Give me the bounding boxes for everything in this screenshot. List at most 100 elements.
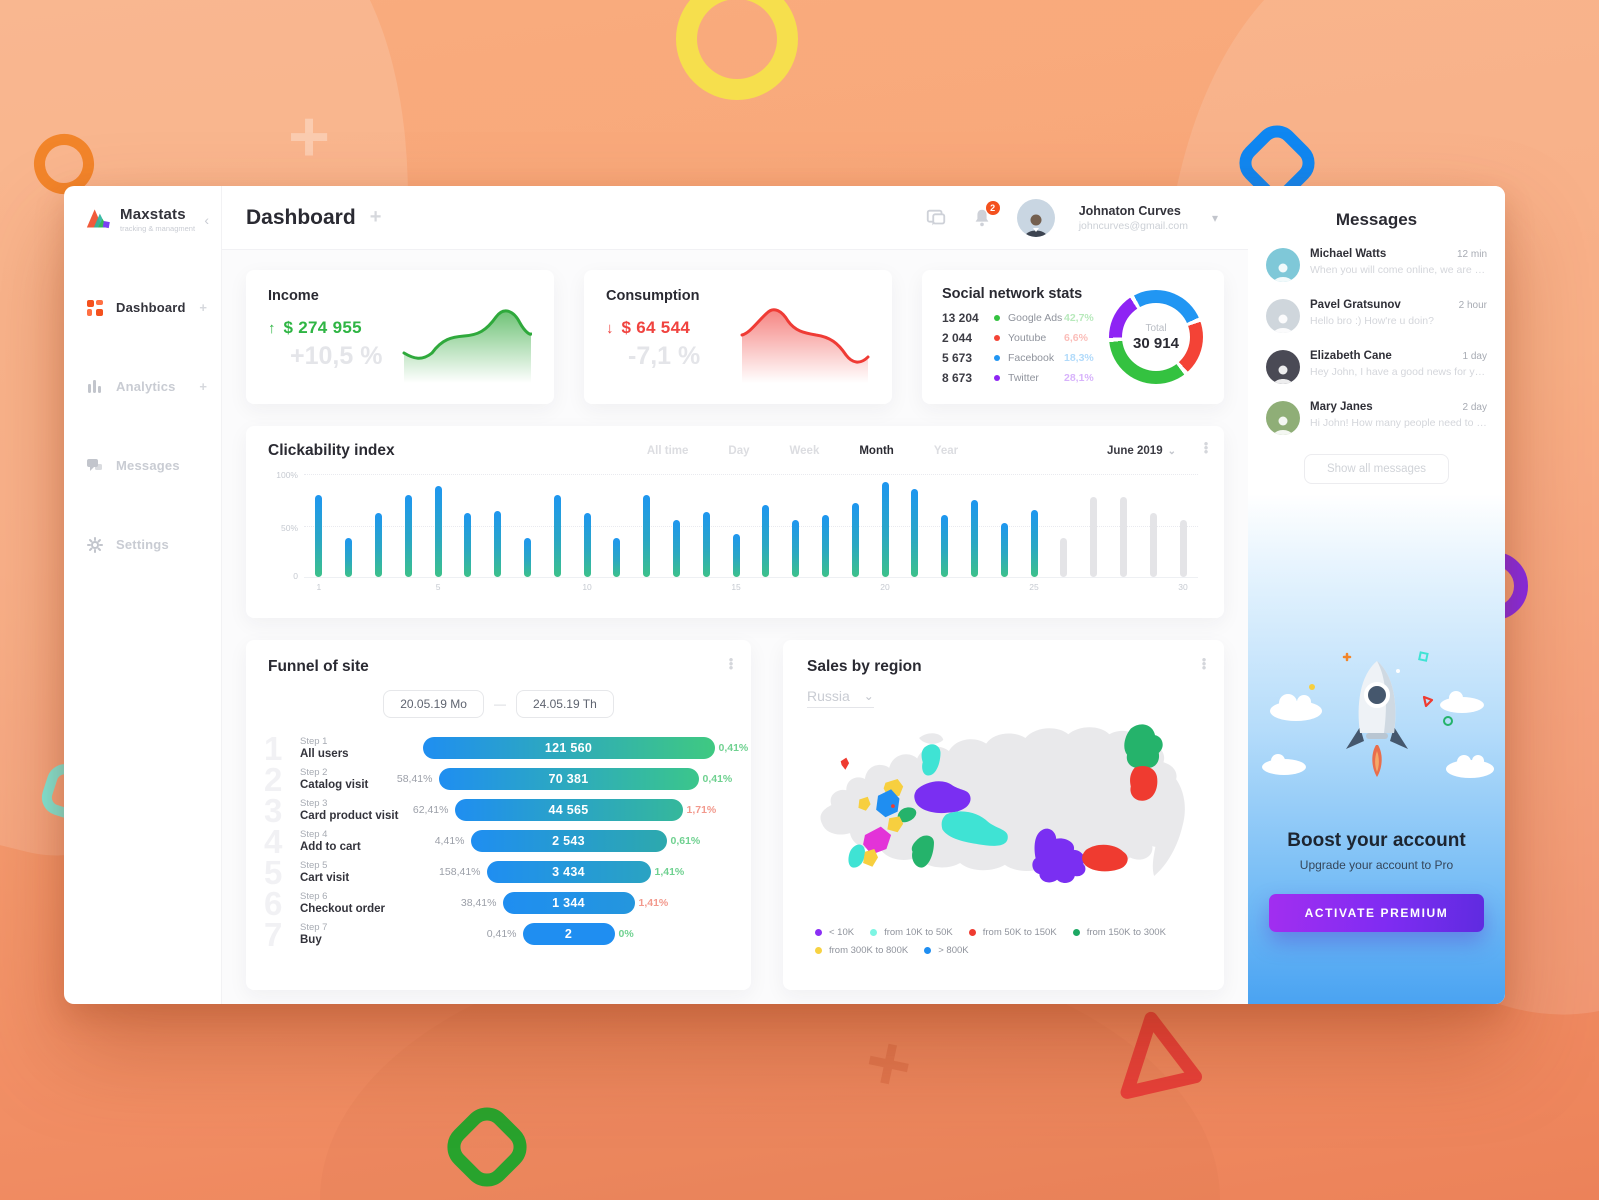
sidebar-item-add-icon[interactable]: + [199, 379, 207, 394]
tab-year[interactable]: Year [933, 445, 959, 457]
funnel-bar[interactable]: 121 560 0,41% [422, 736, 748, 759]
clickability-bar[interactable] [464, 513, 472, 577]
clickability-bar[interactable] [345, 537, 353, 577]
sidebar-item-analytics[interactable]: Analytics + [86, 378, 221, 395]
clickability-bar[interactable] [941, 515, 949, 577]
period-dropdown[interactable]: June 2019 ⌄ [1106, 445, 1176, 457]
clickability-bar[interactable] [672, 520, 680, 577]
legend-item: from 150K to 300K [1072, 927, 1166, 938]
funnel-bar[interactable]: 62,41% 44 565 1,71% [413, 798, 716, 821]
clickability-title: Clickability index [268, 442, 395, 459]
clickability-bar[interactable] [792, 520, 800, 577]
clickability-bar[interactable] [851, 502, 859, 577]
sidebar-item-messages[interactable]: Messages [86, 457, 221, 474]
clickability-bar[interactable] [1179, 520, 1187, 577]
legend-dot-icon [924, 947, 932, 954]
clickability-bar[interactable] [583, 513, 591, 577]
region-dropdown[interactable]: Russia ⌄ [807, 688, 874, 708]
funnel-bar[interactable]: 38,41% 1 344 1,41% [461, 891, 668, 914]
user-info[interactable]: Johnaton Curves johncurves@gmail.com [1079, 204, 1188, 232]
chat-icon[interactable] [925, 207, 947, 229]
funnel-bar-value: 44 565 [548, 802, 589, 817]
clickability-bar[interactable] [1030, 510, 1038, 577]
notifications-bell-icon[interactable]: 2 [971, 200, 1000, 229]
tab-day[interactable]: Day [728, 445, 750, 457]
funnel-step-name: Checkout order [300, 902, 385, 915]
date-to-picker[interactable]: 24.05.19 Th [515, 690, 614, 718]
bar-slot [662, 474, 692, 577]
clickability-bar[interactable] [1090, 496, 1098, 577]
chevron-down-icon: ⌄ [863, 689, 874, 703]
funnel-bar-track: 62,41% 44 565 1,71% [408, 798, 729, 821]
user-menu-chevron-icon[interactable]: ▾ [1211, 210, 1218, 225]
sales-menu-icon[interactable]: • • • [1201, 652, 1207, 675]
legend-item: > 800K [924, 945, 969, 956]
clickability-card: Clickability index All time Day Week Month Y… [246, 426, 1224, 618]
russia-map[interactable] [807, 710, 1200, 923]
funnel-step-caption: Step 6 [300, 890, 328, 902]
clickability-bar[interactable] [911, 489, 919, 577]
clickability-bar[interactable] [881, 482, 889, 577]
clickability-bar[interactable] [1119, 496, 1127, 577]
social-stat-percent: 6,6% [1064, 332, 1088, 344]
funnel-bar[interactable]: 158,41% 3 434 1,41% [439, 860, 684, 883]
sales-title: Sales by region [807, 658, 922, 675]
clickability-bar[interactable] [434, 486, 442, 577]
funnel-step-caption: Step 2 [300, 766, 328, 778]
legend-dot-icon [870, 929, 878, 936]
user-avatar[interactable] [1016, 198, 1055, 237]
bar-slot [1109, 474, 1139, 577]
x-axis-tick [1049, 582, 1079, 592]
tab-week[interactable]: Week [789, 445, 820, 457]
clickability-bar[interactable] [553, 494, 561, 577]
bar-slot [572, 474, 602, 577]
clickability-bar[interactable] [732, 533, 740, 577]
clickability-bar[interactable] [523, 537, 531, 577]
social-stat-row: 8 673 Twitter 28,1% [942, 371, 1108, 385]
clickability-bar[interactable] [613, 537, 621, 577]
funnel-step-name: Add to cart [300, 840, 361, 853]
clickability-bar[interactable] [374, 513, 382, 577]
date-from-picker[interactable]: 20.05.19 Mo [383, 690, 484, 718]
funnel-bar[interactable]: 4,41% 2 543 0,61% [435, 829, 700, 852]
sidebar-item-settings[interactable]: Settings [86, 536, 221, 553]
clickability-bar[interactable] [1060, 537, 1068, 577]
funnel-step-name: Buy [300, 933, 322, 946]
clickability-bar[interactable] [1149, 513, 1157, 577]
clickability-bar[interactable] [762, 504, 770, 577]
social-stat-percent: 42,7% [1064, 312, 1094, 324]
notification-badge: 2 [985, 200, 1000, 215]
show-all-messages-button[interactable]: Show all messages [1303, 454, 1450, 484]
maxstats-logo-icon [86, 209, 110, 229]
sidebar-item-dashboard[interactable]: Dashboard + [86, 299, 221, 316]
clickability-menu-icon[interactable]: • • • [1203, 436, 1209, 459]
clickability-bar[interactable] [821, 515, 829, 577]
clickability-bar[interactable] [404, 494, 412, 577]
clickability-bar[interactable] [1000, 523, 1008, 577]
message-item[interactable]: Pavel Gratsunov 2 hour Hello bro :) How're… [1266, 299, 1487, 333]
social-stats-list: 13 204 Google Ads 42,7% 2 044 Youtube 6,6% 5 6… [942, 311, 1108, 385]
sidebar-item-add-icon[interactable]: + [199, 300, 207, 315]
consumption-card: Consumption ↓ $ 64 544 -7,1 % [584, 270, 892, 404]
funnel-bar[interactable]: 0,41% 2 0% [487, 922, 634, 945]
social-stat-row: 2 044 Youtube 6,6% [942, 331, 1108, 345]
message-item[interactable]: Michael Watts 12 min When you will come on… [1266, 248, 1487, 282]
clickability-bar[interactable] [494, 511, 502, 577]
clickability-bar[interactable] [702, 512, 710, 577]
message-item[interactable]: Mary Janes 2 day Hi John! How many people … [1266, 401, 1487, 435]
message-item[interactable]: Elizabeth Cane 1 day Hey John, I have a go… [1266, 350, 1487, 384]
funnel-menu-icon[interactable]: • • • [728, 652, 734, 675]
funnel-bar[interactable]: 58,41% 70 381 0,41% [397, 767, 732, 790]
sidebar: Maxstats tracking & managment ‹ Dashboar… [64, 186, 222, 1004]
add-dashboard-button[interactable]: + [369, 206, 382, 228]
sidebar-collapse-icon[interactable]: ‹ [204, 212, 209, 228]
clickability-bar[interactable] [970, 499, 978, 577]
funnel-step-number: 1 [264, 730, 283, 767]
tab-all-time[interactable]: All time [646, 445, 689, 457]
activate-premium-button[interactable]: ACTIVATE PREMIUM [1269, 894, 1484, 932]
brand-logo[interactable]: Maxstats tracking & managment [86, 206, 221, 233]
tab-month[interactable]: Month [859, 445, 894, 457]
social-stat-percent: 28,1% [1064, 372, 1094, 384]
clickability-bar[interactable] [315, 494, 323, 577]
clickability-bar[interactable] [643, 494, 651, 577]
